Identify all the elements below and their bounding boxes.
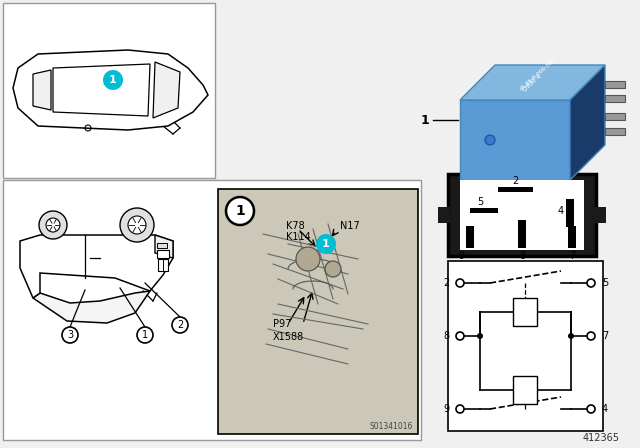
Circle shape [456,405,464,413]
Circle shape [456,332,464,340]
Text: 7: 7 [602,331,608,341]
Text: K78: K78 [286,221,305,231]
Text: 8: 8 [519,251,525,261]
Polygon shape [53,64,150,116]
Text: 4: 4 [602,404,608,414]
Text: 412365: 412365 [583,433,620,443]
Text: 1: 1 [420,113,429,126]
Text: K114: K114 [286,232,311,242]
Bar [566,199,574,227]
Circle shape [39,211,67,239]
Bar [157,250,169,258]
Bar [605,81,625,88]
Text: 1: 1 [109,75,117,85]
Polygon shape [460,65,605,100]
Bar [605,95,625,102]
Polygon shape [13,50,208,130]
Bar [438,207,450,223]
Text: 2: 2 [512,176,518,186]
Bar [513,298,537,326]
Text: 2: 2 [177,320,183,330]
Bar [460,180,584,250]
Text: 9: 9 [458,251,464,261]
Circle shape [296,247,320,271]
Polygon shape [33,70,51,110]
Circle shape [62,327,78,343]
Text: 9: 9 [443,404,449,414]
Bar [513,376,537,404]
Bar [466,226,474,248]
Circle shape [128,216,146,234]
Circle shape [137,327,153,343]
Bar [605,128,625,135]
Text: ORM 4: ORM 4 [522,73,543,92]
Text: N17: N17 [340,221,360,231]
Text: 2: 2 [443,278,449,288]
Bar [568,226,576,248]
Polygon shape [20,235,173,298]
Text: 5: 5 [477,197,483,207]
Polygon shape [155,235,173,258]
Bar [594,207,606,223]
Circle shape [120,208,154,242]
Circle shape [587,332,595,340]
Text: 7: 7 [569,251,575,261]
Bar [518,220,526,248]
Circle shape [316,234,336,254]
Circle shape [477,333,483,339]
Bar [158,259,168,271]
Text: 61.35-8-366-380: 61.35-8-366-380 [518,57,556,92]
Polygon shape [570,65,605,180]
Polygon shape [153,62,180,118]
Bar [448,174,596,256]
Circle shape [456,279,464,287]
Circle shape [172,317,188,333]
Circle shape [485,135,495,145]
Circle shape [587,405,595,413]
Text: 1: 1 [235,204,245,218]
Bar [498,187,533,192]
Text: 5: 5 [602,278,608,288]
Text: X1588: X1588 [273,332,304,342]
Circle shape [325,261,341,277]
Circle shape [226,197,254,225]
Text: 3: 3 [67,330,73,340]
Circle shape [103,70,123,90]
Polygon shape [33,291,150,323]
Bar [218,189,418,434]
Text: 8: 8 [443,331,449,341]
Text: 1: 1 [142,330,148,340]
Circle shape [587,279,595,287]
Bar [470,208,498,213]
Polygon shape [460,100,570,180]
Text: P97: P97 [273,319,291,329]
Text: S01341016: S01341016 [370,422,413,431]
Circle shape [568,333,574,339]
Bar [3,3,215,178]
Text: 4: 4 [558,206,564,216]
Bar [448,261,603,431]
Text: 1: 1 [322,239,330,249]
Circle shape [46,218,60,232]
Bar [3,180,421,440]
Bar [605,113,625,120]
Bar [157,243,167,248]
